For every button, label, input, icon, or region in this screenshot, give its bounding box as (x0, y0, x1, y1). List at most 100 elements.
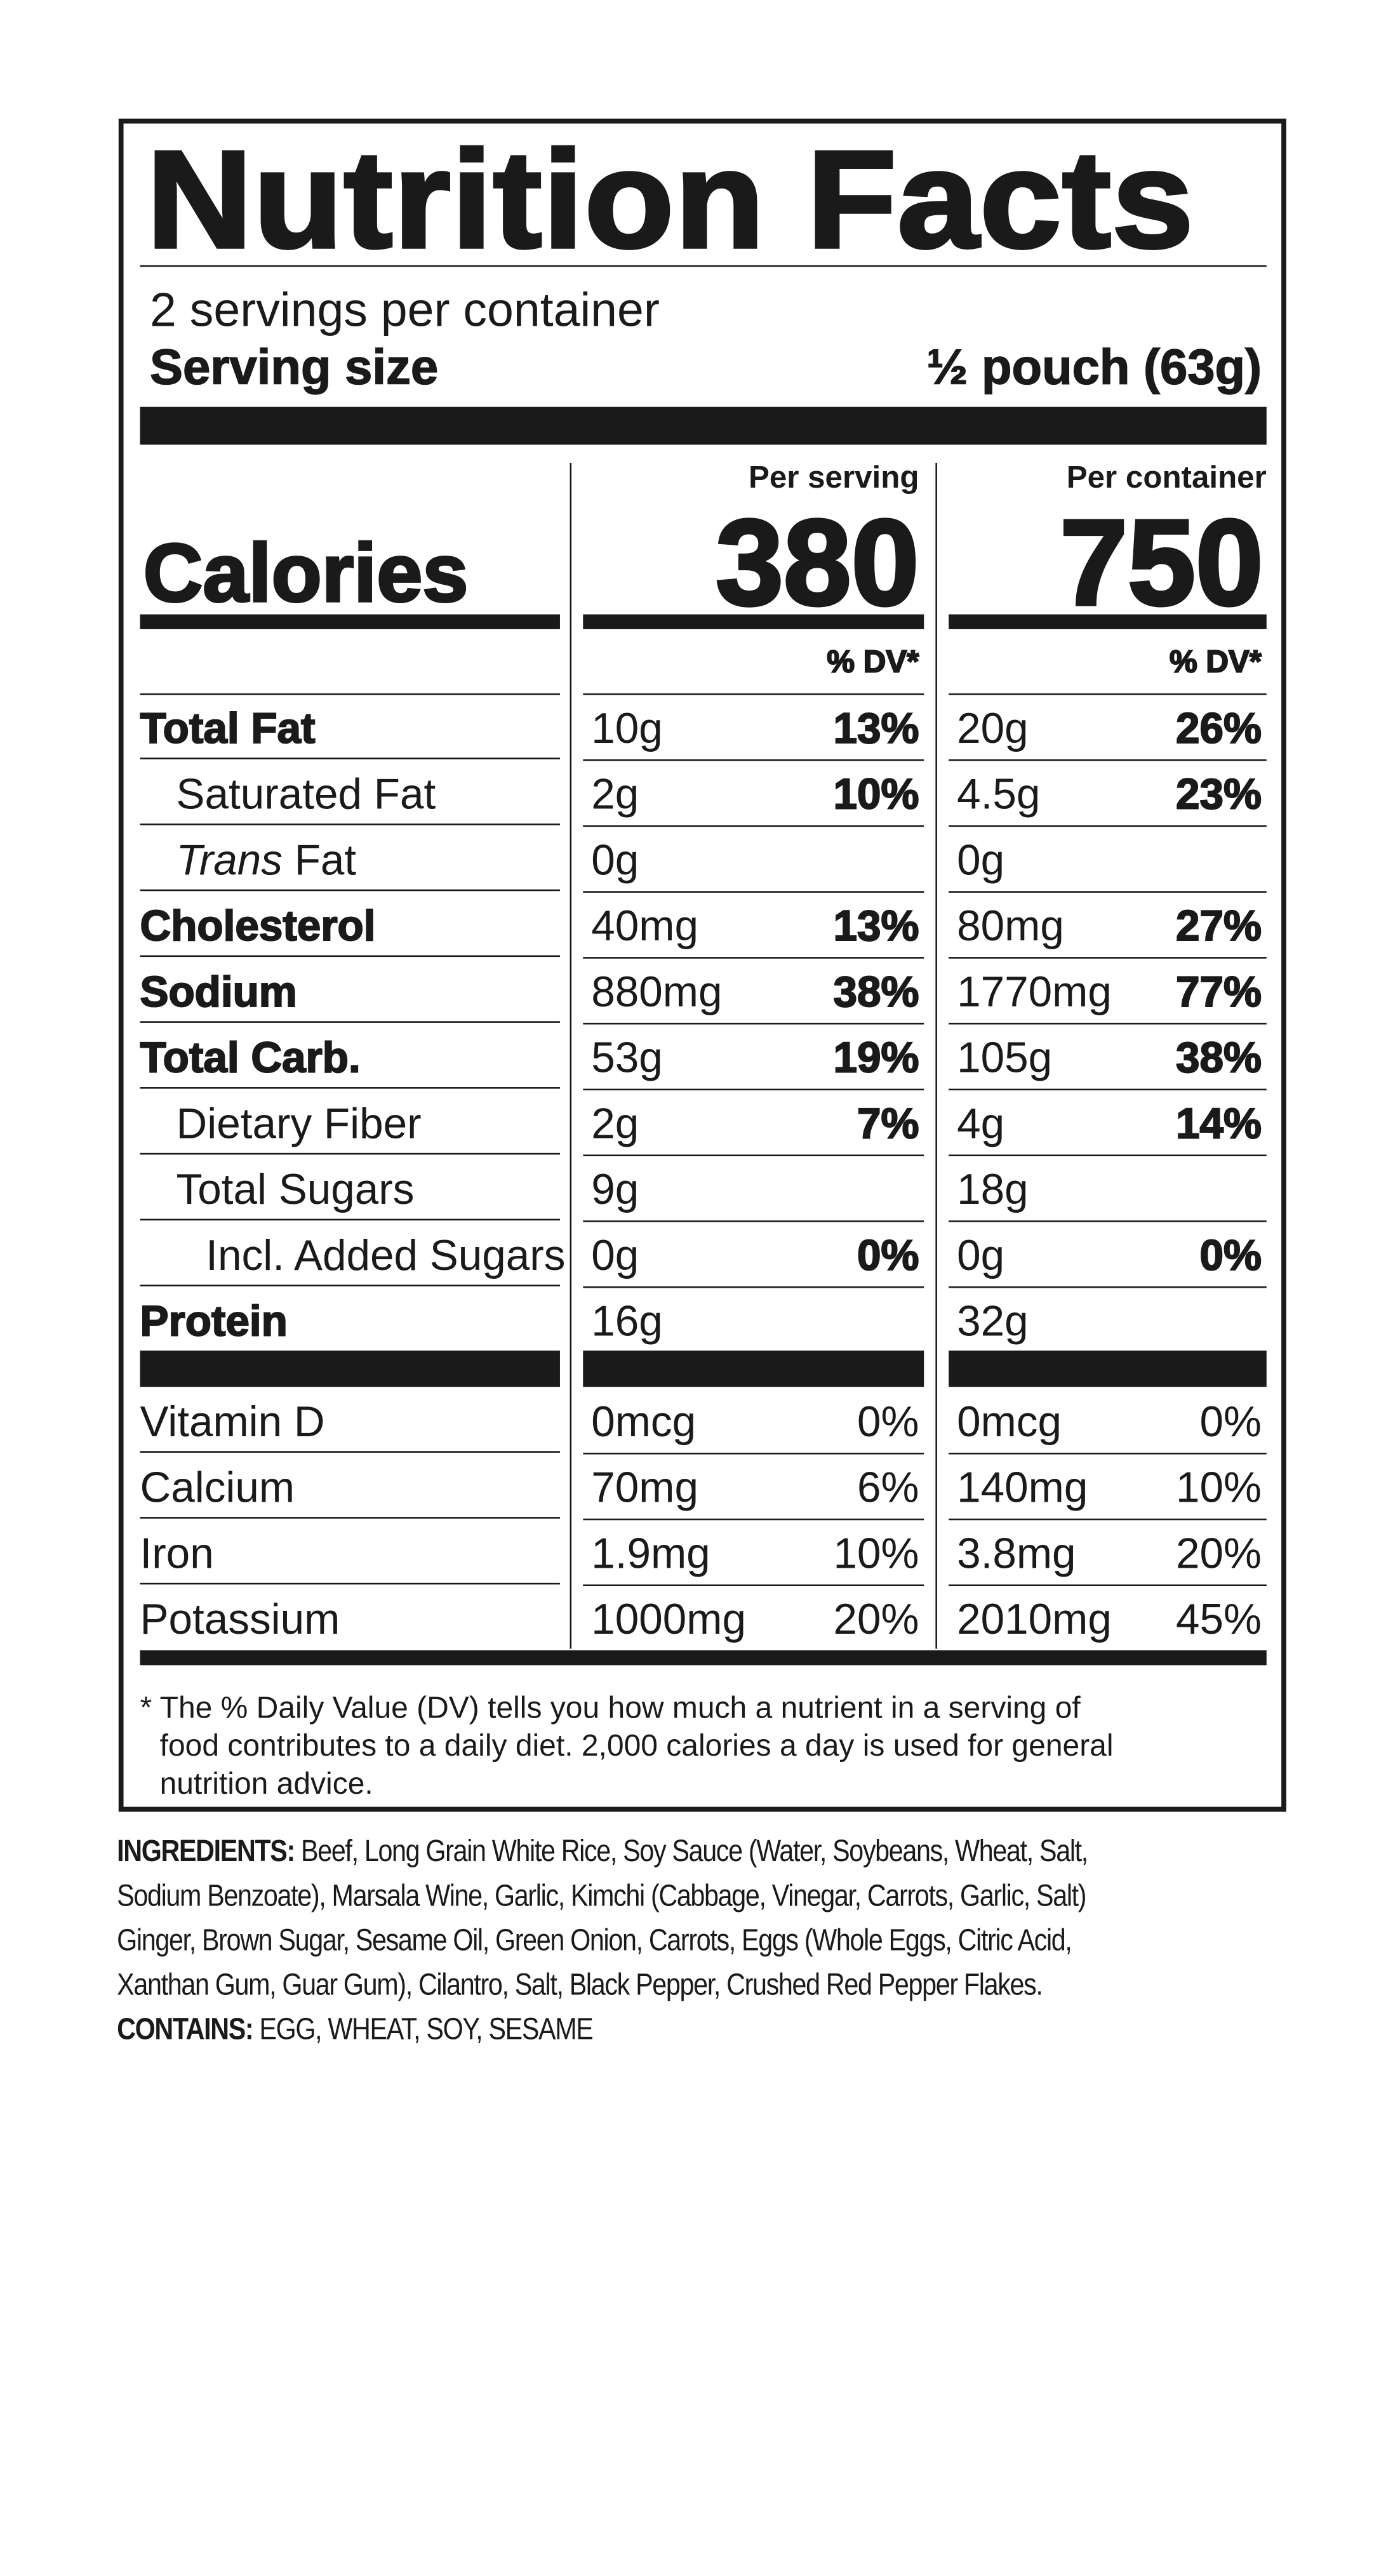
amount-serving: 16g (591, 1296, 663, 1346)
thick-bar (583, 1351, 924, 1387)
nutrient-serving-cell: 40mg 13% (583, 893, 924, 959)
nutrient-container-cell: 1770mg 77% (949, 959, 1267, 1025)
nutrient-name-cell: Protein (139, 1288, 559, 1352)
dv-header-spacer (140, 631, 560, 695)
contains-line: CONTAINS: EGG, WHEAT, SOY, SESAME (117, 2006, 1088, 2050)
nutrient-serving-cell: 0g 0% (583, 1222, 924, 1288)
nutrient-name: Saturated Fat (176, 769, 436, 819)
nutrient-serving-cell: 2g 10% (583, 761, 924, 827)
nutrient-container-cell: 4g 14% (949, 1090, 1267, 1156)
thick-bar (583, 614, 924, 629)
footnote: * The % Daily Value (DV) tells you how m… (140, 1688, 1260, 1802)
thick-bar (140, 614, 560, 629)
thick-bar (949, 614, 1267, 629)
nutrient-name-italic: Trans (176, 835, 283, 884)
nutrient-name: Iron (140, 1528, 214, 1578)
nutrient-serving-cell: 0mcg 0% (583, 1389, 924, 1455)
nutrient-name: Cholesterol (139, 900, 376, 951)
nutrient-container-cell: 20g 26% (949, 695, 1267, 761)
dv-serving: 6% (857, 1462, 919, 1512)
nutrient-container-cell: 4.5g 23% (949, 761, 1267, 827)
amount-serving: 9g (591, 1164, 639, 1214)
dv-container: 77% (1175, 966, 1262, 1017)
dv-serving: 10% (832, 768, 919, 819)
ingredients-block: INGREDIENTS: Beef, Long Grain White Rice… (117, 1828, 1088, 2050)
nutrient-name: Total Carb. (139, 1032, 361, 1083)
dv-header-container: % DV* (949, 631, 1267, 695)
nutrient-name: Dietary Fiber (176, 1098, 422, 1149)
amount-container: 4.5g (957, 769, 1041, 819)
thick-bar (140, 1351, 560, 1387)
ingredients-line: Xanthan Gum, Guar Gum), Cilantro, Salt, … (117, 1966, 1043, 2001)
nutrient-serving-cell: 9g (583, 1156, 924, 1222)
dv-serving: 19% (832, 1032, 919, 1083)
nutrient-name-cell: Incl. Added Sugars (140, 1222, 565, 1286)
nutrient-name-cell: Vitamin D (140, 1389, 560, 1453)
dv-container: 23% (1175, 768, 1262, 819)
nutrient-container-cell: 32g (949, 1288, 1267, 1352)
nutrient-name: Sodium (139, 966, 297, 1017)
column-divider (570, 462, 572, 1649)
ingredients-line: INGREDIENTS: Beef, Long Grain White Rice… (117, 1828, 1088, 1872)
nutrient-name: Total Fat (139, 703, 316, 754)
nutrient-name: Vitamin D (140, 1396, 325, 1446)
nutrient-name-cell: Total Carb. (139, 1024, 560, 1089)
contains-label: CONTAINS: (117, 2011, 253, 2046)
dv-container: 14% (1175, 1098, 1262, 1149)
nutrient-name: Protein (139, 1295, 288, 1346)
amount-serving: 0g (591, 835, 639, 884)
contains-text: EGG, WHEAT, SOY, SESAME (253, 2011, 593, 2046)
amount-serving: 40mg (591, 900, 698, 951)
dv-serving: 0% (857, 1230, 920, 1281)
footnote-line: nutrition advice. (159, 1765, 373, 1801)
nutrient-container-cell: 140mg 10% (949, 1455, 1267, 1521)
nutrient-name: Incl. Added Sugars (206, 1230, 566, 1280)
nutrient-container-cell: 0g 0% (949, 1222, 1267, 1288)
dv-serving: 7% (857, 1098, 920, 1149)
dv-header-serving: % DV* (583, 631, 924, 695)
nutrient-serving-cell: 16g (583, 1288, 924, 1352)
dv-container: 27% (1175, 900, 1262, 951)
amount-container: 0g (957, 1230, 1005, 1280)
amount-serving: 1000mg (591, 1594, 747, 1644)
dv-container: 0% (1199, 1396, 1262, 1446)
nutrient-container-cell: 3.8mg 20% (949, 1520, 1267, 1587)
amount-serving: 2g (591, 1098, 639, 1149)
nutrient-serving-cell: 1000mg 20% (583, 1586, 924, 1650)
calories-per-serving: 380 (714, 494, 921, 631)
nutrient-serving-cell: 70mg 6% (583, 1455, 924, 1521)
nutrient-name-cell: Total Sugars (140, 1156, 560, 1221)
amount-serving: 53g (591, 1032, 663, 1083)
nutrient-serving-cell: 1.9mg 10% (583, 1520, 924, 1587)
nutrient-container-cell: 2010mg 45% (949, 1586, 1267, 1650)
serving-size-label: Serving size (149, 340, 439, 396)
footnote-line: * The % Daily Value (DV) tells you how m… (140, 1690, 1081, 1725)
nutrient-name: Total Sugars (176, 1164, 415, 1214)
ingredients-text: Beef, Long Grain White Rice, Soy Sauce (… (294, 1833, 1088, 1868)
dv-container: 26% (1175, 703, 1262, 754)
nutrient-name: Calcium (140, 1462, 295, 1512)
nutrient-container-cell: 18g (949, 1156, 1267, 1222)
per-serving-header: Per serving (748, 461, 919, 496)
dv-serving: 0% (857, 1396, 919, 1446)
dv-serving: 13% (832, 703, 919, 754)
amount-container: 4g (957, 1098, 1005, 1149)
nutrient-container-cell: 105g 38% (949, 1024, 1267, 1091)
amount-serving: 1.9mg (591, 1528, 710, 1578)
amount-container: 1770mg (957, 966, 1112, 1017)
nutrient-serving-cell: 53g 19% (583, 1024, 924, 1091)
amount-serving: 0g (591, 1230, 639, 1280)
amount-serving: 70mg (591, 1462, 698, 1512)
nutrient-name: Potassium (140, 1594, 340, 1644)
nutrient-name-cell: Saturated Fat (140, 761, 560, 825)
serving-size-value: ½ pouch (63g) (926, 340, 1262, 396)
amount-container: 2010mg (957, 1594, 1112, 1644)
nutrient-serving-cell: 10g 13% (583, 695, 924, 761)
amount-container: 140mg (957, 1462, 1088, 1512)
amount-container: 0mcg (957, 1396, 1062, 1446)
thick-bar (140, 406, 1267, 445)
dv-container: 38% (1175, 1032, 1262, 1083)
dv-container: 0% (1199, 1230, 1263, 1281)
dv-header-text: % DV* (1169, 645, 1262, 681)
